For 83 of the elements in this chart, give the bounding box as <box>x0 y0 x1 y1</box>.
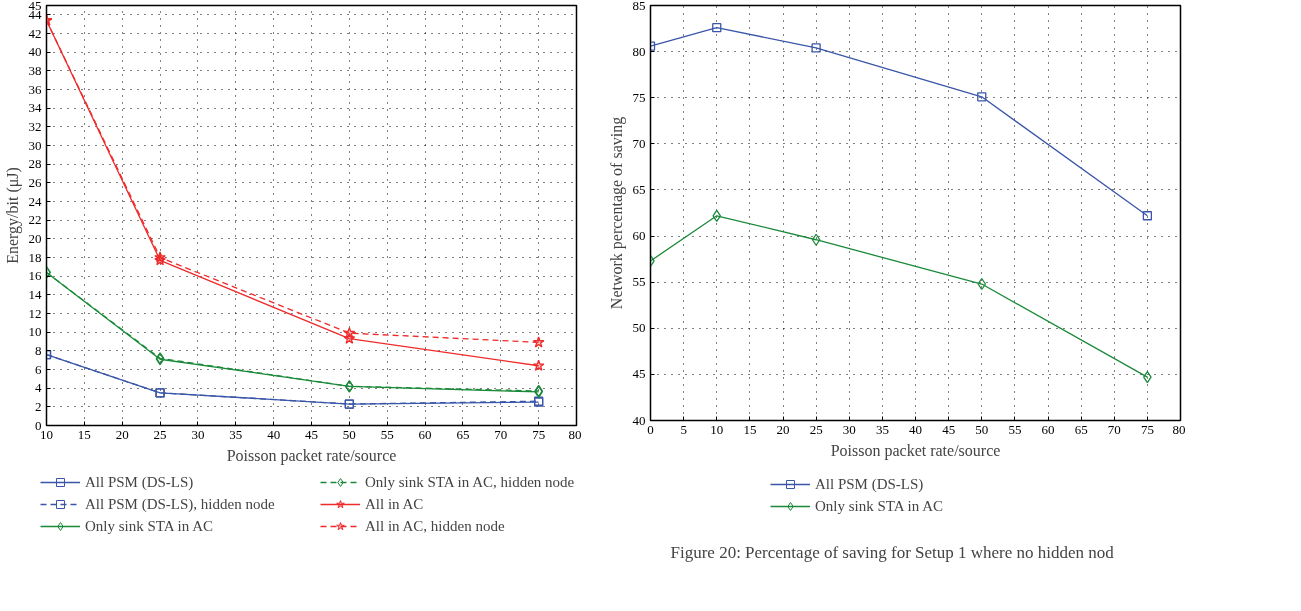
y-tick-label: 55 <box>632 274 646 290</box>
point <box>712 209 722 222</box>
x-axis-title: Poisson packet rate/source <box>830 441 1001 460</box>
y-tick-label: 70 <box>632 135 646 151</box>
y-tick-label: 12 <box>28 305 42 321</box>
x-tick-label: 25 <box>809 421 823 437</box>
y-tick-label: 14 <box>28 286 42 302</box>
y-tick-label: 60 <box>632 228 646 244</box>
legend-label: Only sink STA in AC <box>85 517 213 535</box>
y-tick-label: 8 <box>35 342 42 358</box>
x-tick-label: 65 <box>1074 421 1088 437</box>
x-tick-label: 80 <box>1172 421 1186 437</box>
x-tick-label: 55 <box>1008 421 1022 437</box>
x-tick-label: 30 <box>191 426 205 442</box>
y-tick-label: 65 <box>632 181 646 197</box>
point <box>712 22 722 33</box>
y-tick-label: 32 <box>28 118 42 134</box>
x-tick-label: 60 <box>418 426 432 442</box>
point <box>977 92 987 102</box>
x-tick-label: 50 <box>342 426 356 442</box>
x-tick-label: 15 <box>743 421 757 437</box>
y-tick-label: 16 <box>28 268 42 284</box>
y-tick-label: 75 <box>632 89 646 105</box>
x-tick-label: 40 <box>267 426 281 442</box>
y-tick-label: 26 <box>28 174 42 190</box>
y-tick-label: 38 <box>28 62 42 78</box>
x-tick-label: 70 <box>1107 421 1121 437</box>
y-tick-label: 28 <box>28 156 42 172</box>
point <box>532 359 545 371</box>
x-tick-label: 40 <box>909 421 922 437</box>
point <box>343 326 356 339</box>
point <box>1142 211 1153 221</box>
y-tick-label: 85 <box>632 0 646 13</box>
legend-label: Only sink STA in AC <box>815 497 943 515</box>
x-tick-label: 15 <box>77 426 91 442</box>
y-tick-label: 36 <box>28 81 42 97</box>
y-tick-label: 4 <box>35 380 42 396</box>
y-tick-label: 2 <box>35 398 42 414</box>
legend-label: All PSM (DS-LS) <box>85 473 194 491</box>
x-axis-title: Poisson packet rate/source <box>226 446 397 465</box>
y-tick-label: 40 <box>28 44 42 60</box>
x-tick-label: 80 <box>568 426 582 442</box>
legend-label: All PSM (DS-LS) <box>815 475 924 493</box>
y-axis-title: Energy/bit (μJ) <box>3 167 22 264</box>
legend-label: All in AC <box>365 495 424 513</box>
x-tick-label: 65 <box>456 426 470 442</box>
x-tick-label: 10 <box>710 421 724 437</box>
x-tick-label: 75 <box>1140 421 1154 437</box>
legend-label: All PSM (DS-LS), hidden node <box>85 495 275 513</box>
point <box>811 43 821 53</box>
y-tick-label: 50 <box>632 320 646 336</box>
point <box>811 233 821 246</box>
x-tick-label: 30 <box>842 421 856 437</box>
x-tick-label: 25 <box>153 426 167 442</box>
y-tick-label: 20 <box>28 230 42 246</box>
y-tick-label: 10 <box>28 324 42 340</box>
x-tick-label: 45 <box>305 426 318 442</box>
y-tick-label: 34 <box>28 100 42 116</box>
y-axis-title: Network percentage of saving <box>607 116 626 310</box>
x-tick-label: 35 <box>875 421 889 437</box>
x-tick-label: 45 <box>942 421 956 437</box>
x-tick-label: 35 <box>229 426 243 442</box>
y-tick-label: 42 <box>28 25 42 41</box>
y-tick-label: 80 <box>632 43 646 59</box>
point <box>977 277 987 291</box>
x-tick-label: 70 <box>494 426 508 442</box>
y-tick-label: 18 <box>28 249 42 265</box>
x-tick-label: 75 <box>532 426 546 442</box>
x-tick-label: 60 <box>1041 421 1055 437</box>
point <box>532 336 545 348</box>
x-tick-label: 50 <box>975 421 989 437</box>
y-tick-label: 22 <box>28 212 42 228</box>
x-tick-label: 20 <box>776 421 790 437</box>
x-tick-label: 5 <box>680 421 687 437</box>
x-tick-label: 20 <box>115 426 129 442</box>
y-tick-label: 30 <box>28 137 42 153</box>
legend-label: All in AC, hidden node <box>365 517 505 535</box>
y-tick-label: 24 <box>28 193 42 209</box>
y-tick-label: 45 <box>632 366 646 382</box>
caption: Figure 20: Percentage of saving for Setup 1 where no hidden nod <box>670 542 1115 562</box>
y-tick-label: 6 <box>35 361 42 377</box>
x-tick-label: 55 <box>380 426 394 442</box>
legend-label: Only sink STA in AC, hidden node <box>365 473 575 491</box>
